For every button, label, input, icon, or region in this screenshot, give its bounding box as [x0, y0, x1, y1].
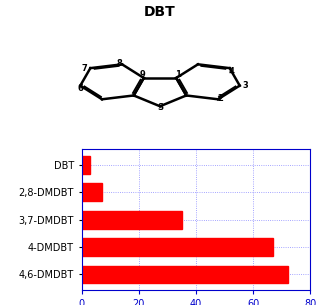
Text: 3: 3 — [242, 81, 248, 90]
Bar — [82, 183, 102, 201]
Bar — [82, 156, 90, 174]
Text: 9: 9 — [139, 70, 145, 79]
Text: 1: 1 — [175, 70, 181, 79]
Text: 2: 2 — [218, 94, 224, 103]
Text: 6: 6 — [77, 84, 83, 93]
Bar — [82, 211, 182, 228]
Bar — [82, 266, 287, 283]
Text: S: S — [157, 103, 163, 112]
Text: 4: 4 — [228, 67, 234, 76]
Text: 8: 8 — [116, 59, 122, 68]
Bar — [82, 238, 273, 256]
Text: 7: 7 — [82, 64, 88, 73]
Text: DBT: DBT — [144, 5, 176, 19]
